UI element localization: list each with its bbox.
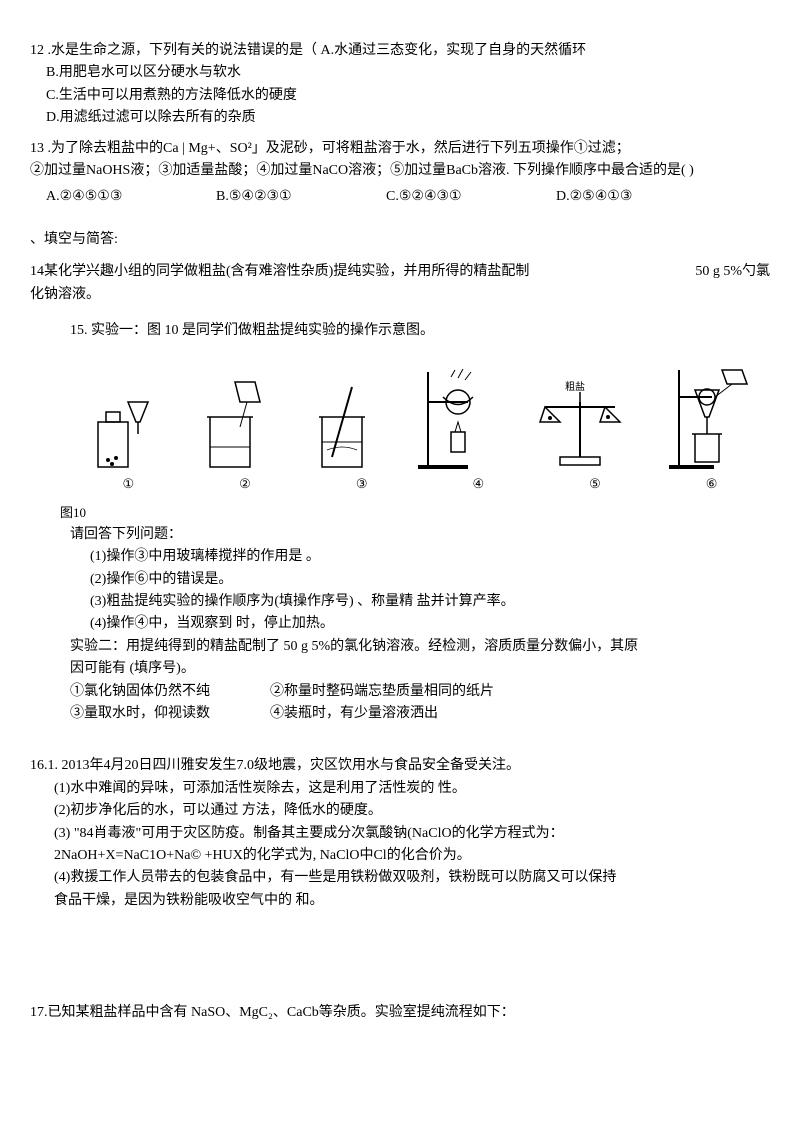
q15-c1b: ②称量时整码端忘垫质量相同的纸片 xyxy=(270,681,494,703)
fig-num-2: ② xyxy=(239,474,251,495)
q16-p3b: 2NaOH+X=NaC1O+Na© +HUX的化学式为, NaClO中Cl的化合… xyxy=(54,845,770,867)
q15-p1: (1)操作③中用玻璃棒搅拌的作用是 。 xyxy=(90,546,770,568)
q15-p2: (2)操作⑥中的错误是。 xyxy=(90,569,770,591)
question-16: 16.1. 2013年4月20日四川雅安发生7.0级地震，灾区饮用水与食品安全备… xyxy=(30,755,770,912)
q13-option-b: B.⑤④②③① xyxy=(216,186,386,208)
fig-num-6: ⑥ xyxy=(706,474,718,495)
q14-right: 50 g 5%勺氯 xyxy=(655,261,770,283)
fig-num-1: ① xyxy=(123,474,135,495)
question-14: 14某化学兴趣小组的同学做粗盐(含有难溶性杂质)提纯实验，并用所得的精盐配制 5… xyxy=(30,261,770,306)
question-15: 15. 实验一：图 10 是同学们做粗盐提纯实验的操作示意图。 xyxy=(30,320,770,726)
q16-p2: (2)初步净化后的水，可以通过 方法，降低水的硬度。 xyxy=(54,800,770,822)
q16-p3a: (3) "84肖毒液"可用于灾区防疫。制备其主要成分次氯酸钠(NaClO的化学方… xyxy=(54,823,770,845)
q15-exp2b: 因可能有 (填序号)。 xyxy=(70,658,770,680)
q16-p4a: (4)救援工作人员带去的包装食品中，有一些是用铁粉做双吸剂，铁粉既可以防腐又可以… xyxy=(54,867,770,889)
q15-c2b: ④装瓶时，有少量溶液洒出 xyxy=(270,703,438,725)
q16-p1: (1)水中难闻的异味，可添加活性炭除去，这是利用了活性炭的 性。 xyxy=(54,778,770,800)
fig-num-4: ④ xyxy=(472,474,484,495)
q13-line1: 13 .为了除去粗盐中的Ca | Mg+、SO²」及泥砂，可将粗盐溶于水，然后进… xyxy=(30,138,770,160)
question-17: 17.已知某粗盐样品中含有 NaSO、MgC₂、CaCb等杂质。实验室提纯流程如… xyxy=(30,1002,770,1024)
salt-label: 粗盐 xyxy=(565,380,585,393)
apparatus-5: 粗盐 xyxy=(530,372,630,472)
section-title: 、填空与简答: xyxy=(30,229,770,251)
q15-intro: 15. 实验一：图 10 是同学们做粗盐提纯实验的操作示意图。 xyxy=(70,320,770,342)
question-12: 12 .水是生命之源，下列有关的说法错误的是（ A.水通过三态变化，实现了自身的… xyxy=(30,40,770,130)
apparatus-figure: 粗盐 xyxy=(70,352,770,472)
q13-option-c: C.⑤②④③① xyxy=(386,186,556,208)
question-13: 13 .为了除去粗盐中的Ca | Mg+、SO²」及泥砂，可将粗盐溶于水，然后进… xyxy=(30,138,770,209)
q15-p4: (4)操作④中，当观察到 时，停止加热。 xyxy=(90,613,770,635)
q15-c2a: ③量取水时，仰视读数 xyxy=(70,703,270,725)
fig-num-3: ③ xyxy=(356,474,368,495)
q12-option-d: D.用滤纸过滤可以除去所有的杂质 xyxy=(46,107,770,129)
q16-stem: 16.1. 2013年4月20日四川雅安发生7.0级地震，灾区饮用水与食品安全备… xyxy=(30,755,770,777)
q12-option-b: B.用肥皂水可以区分硬水与软水 xyxy=(46,62,770,84)
q15-p3: (3)粗盐提纯实验的操作顺序为(填操作序号) 、称量精 盐并计算产率。 xyxy=(90,591,770,613)
figure-label: 图10 xyxy=(60,503,770,524)
fig-num-5: ⑤ xyxy=(589,474,601,495)
apparatus-6 xyxy=(667,362,752,472)
q13-option-d: D.②⑤④①③ xyxy=(556,186,726,208)
q13-option-a: A.②④⑤①③ xyxy=(46,186,216,208)
apparatus-2 xyxy=(195,372,270,472)
q12-stem: 12 .水是生命之源，下列有关的说法错误的是（ A.水通过三态变化，实现了自身的… xyxy=(30,40,770,62)
q16-p4b: 食品干燥，是因为铁粉能吸收空气中的 和。 xyxy=(54,890,770,912)
q12-option-c: C.生活中可以用煮熟的方法降低水的硬度 xyxy=(46,85,770,107)
q14-cont: 化钠溶液。 xyxy=(30,284,770,306)
q13-line2: ②加过量NaOHS液；③加适量盐酸；④加过量NaCO溶液；⑤加过量BaCb溶液.… xyxy=(30,160,770,182)
q14-left: 14某化学兴趣小组的同学做粗盐(含有难溶性杂质)提纯实验，并用所得的精盐配制 xyxy=(30,261,655,283)
figure-numbers: ① ② ③ ④ ⑤ ⑥ xyxy=(70,474,770,495)
q15-c1a: ①氯化钠固体仍然不纯 xyxy=(70,681,270,703)
q15-exp2a: 实验二：用提纯得到的精盐配制了 50 g 5%的氯化钠溶液。经检测，溶质质量分数… xyxy=(70,636,770,658)
apparatus-3 xyxy=(307,372,377,472)
q17-text: 17.已知某粗盐样品中含有 NaSO、MgC₂、CaCb等杂质。实验室提纯流程如… xyxy=(30,1002,770,1024)
q15-ask: 请回答下列问题： xyxy=(70,524,770,546)
apparatus-1 xyxy=(88,372,158,472)
apparatus-4 xyxy=(413,362,493,472)
